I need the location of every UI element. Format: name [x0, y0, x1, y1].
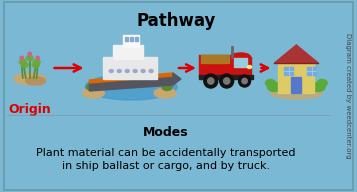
Text: Pathway: Pathway [136, 12, 216, 30]
FancyBboxPatch shape [201, 55, 229, 63]
Ellipse shape [20, 56, 24, 60]
FancyBboxPatch shape [113, 45, 143, 59]
Polygon shape [275, 45, 318, 63]
Ellipse shape [19, 60, 26, 65]
Ellipse shape [33, 60, 40, 65]
FancyBboxPatch shape [307, 67, 316, 75]
Ellipse shape [36, 56, 39, 60]
Ellipse shape [242, 78, 247, 84]
FancyBboxPatch shape [123, 35, 139, 47]
Ellipse shape [141, 70, 145, 73]
Ellipse shape [247, 65, 252, 69]
FancyBboxPatch shape [199, 75, 252, 79]
Ellipse shape [154, 88, 176, 98]
Ellipse shape [220, 74, 233, 88]
Polygon shape [89, 73, 173, 83]
FancyBboxPatch shape [231, 57, 251, 77]
Ellipse shape [317, 79, 327, 87]
Text: Origin: Origin [8, 103, 51, 116]
Ellipse shape [223, 78, 230, 84]
Ellipse shape [86, 84, 96, 90]
Text: Modes: Modes [143, 126, 189, 139]
FancyBboxPatch shape [291, 77, 301, 93]
Ellipse shape [271, 87, 322, 99]
Ellipse shape [14, 74, 46, 84]
Ellipse shape [231, 53, 251, 61]
Ellipse shape [267, 83, 281, 92]
Ellipse shape [162, 84, 172, 90]
FancyBboxPatch shape [135, 37, 138, 41]
Ellipse shape [204, 74, 218, 88]
Ellipse shape [208, 78, 214, 84]
Ellipse shape [26, 77, 46, 85]
Ellipse shape [82, 88, 104, 98]
Text: Diagram created by weedcenter.org: Diagram created by weedcenter.org [345, 33, 351, 159]
Ellipse shape [238, 75, 251, 87]
FancyBboxPatch shape [125, 37, 128, 41]
Ellipse shape [125, 70, 129, 73]
Polygon shape [173, 73, 181, 85]
Ellipse shape [85, 74, 177, 100]
Polygon shape [89, 75, 173, 91]
Ellipse shape [26, 55, 33, 60]
Ellipse shape [266, 79, 276, 87]
Text: Plant material can be accidentally transported
in ship ballast or cargo, and by : Plant material can be accidentally trans… [36, 148, 296, 171]
FancyBboxPatch shape [278, 63, 314, 93]
FancyBboxPatch shape [130, 37, 133, 41]
Ellipse shape [311, 83, 325, 92]
FancyBboxPatch shape [233, 58, 247, 67]
Ellipse shape [117, 70, 121, 73]
FancyBboxPatch shape [103, 57, 157, 79]
Ellipse shape [21, 63, 28, 68]
Ellipse shape [32, 63, 39, 68]
FancyBboxPatch shape [285, 67, 293, 75]
Ellipse shape [109, 70, 113, 73]
Ellipse shape [133, 70, 137, 73]
Ellipse shape [28, 52, 31, 56]
FancyBboxPatch shape [199, 55, 231, 77]
Ellipse shape [149, 70, 153, 73]
